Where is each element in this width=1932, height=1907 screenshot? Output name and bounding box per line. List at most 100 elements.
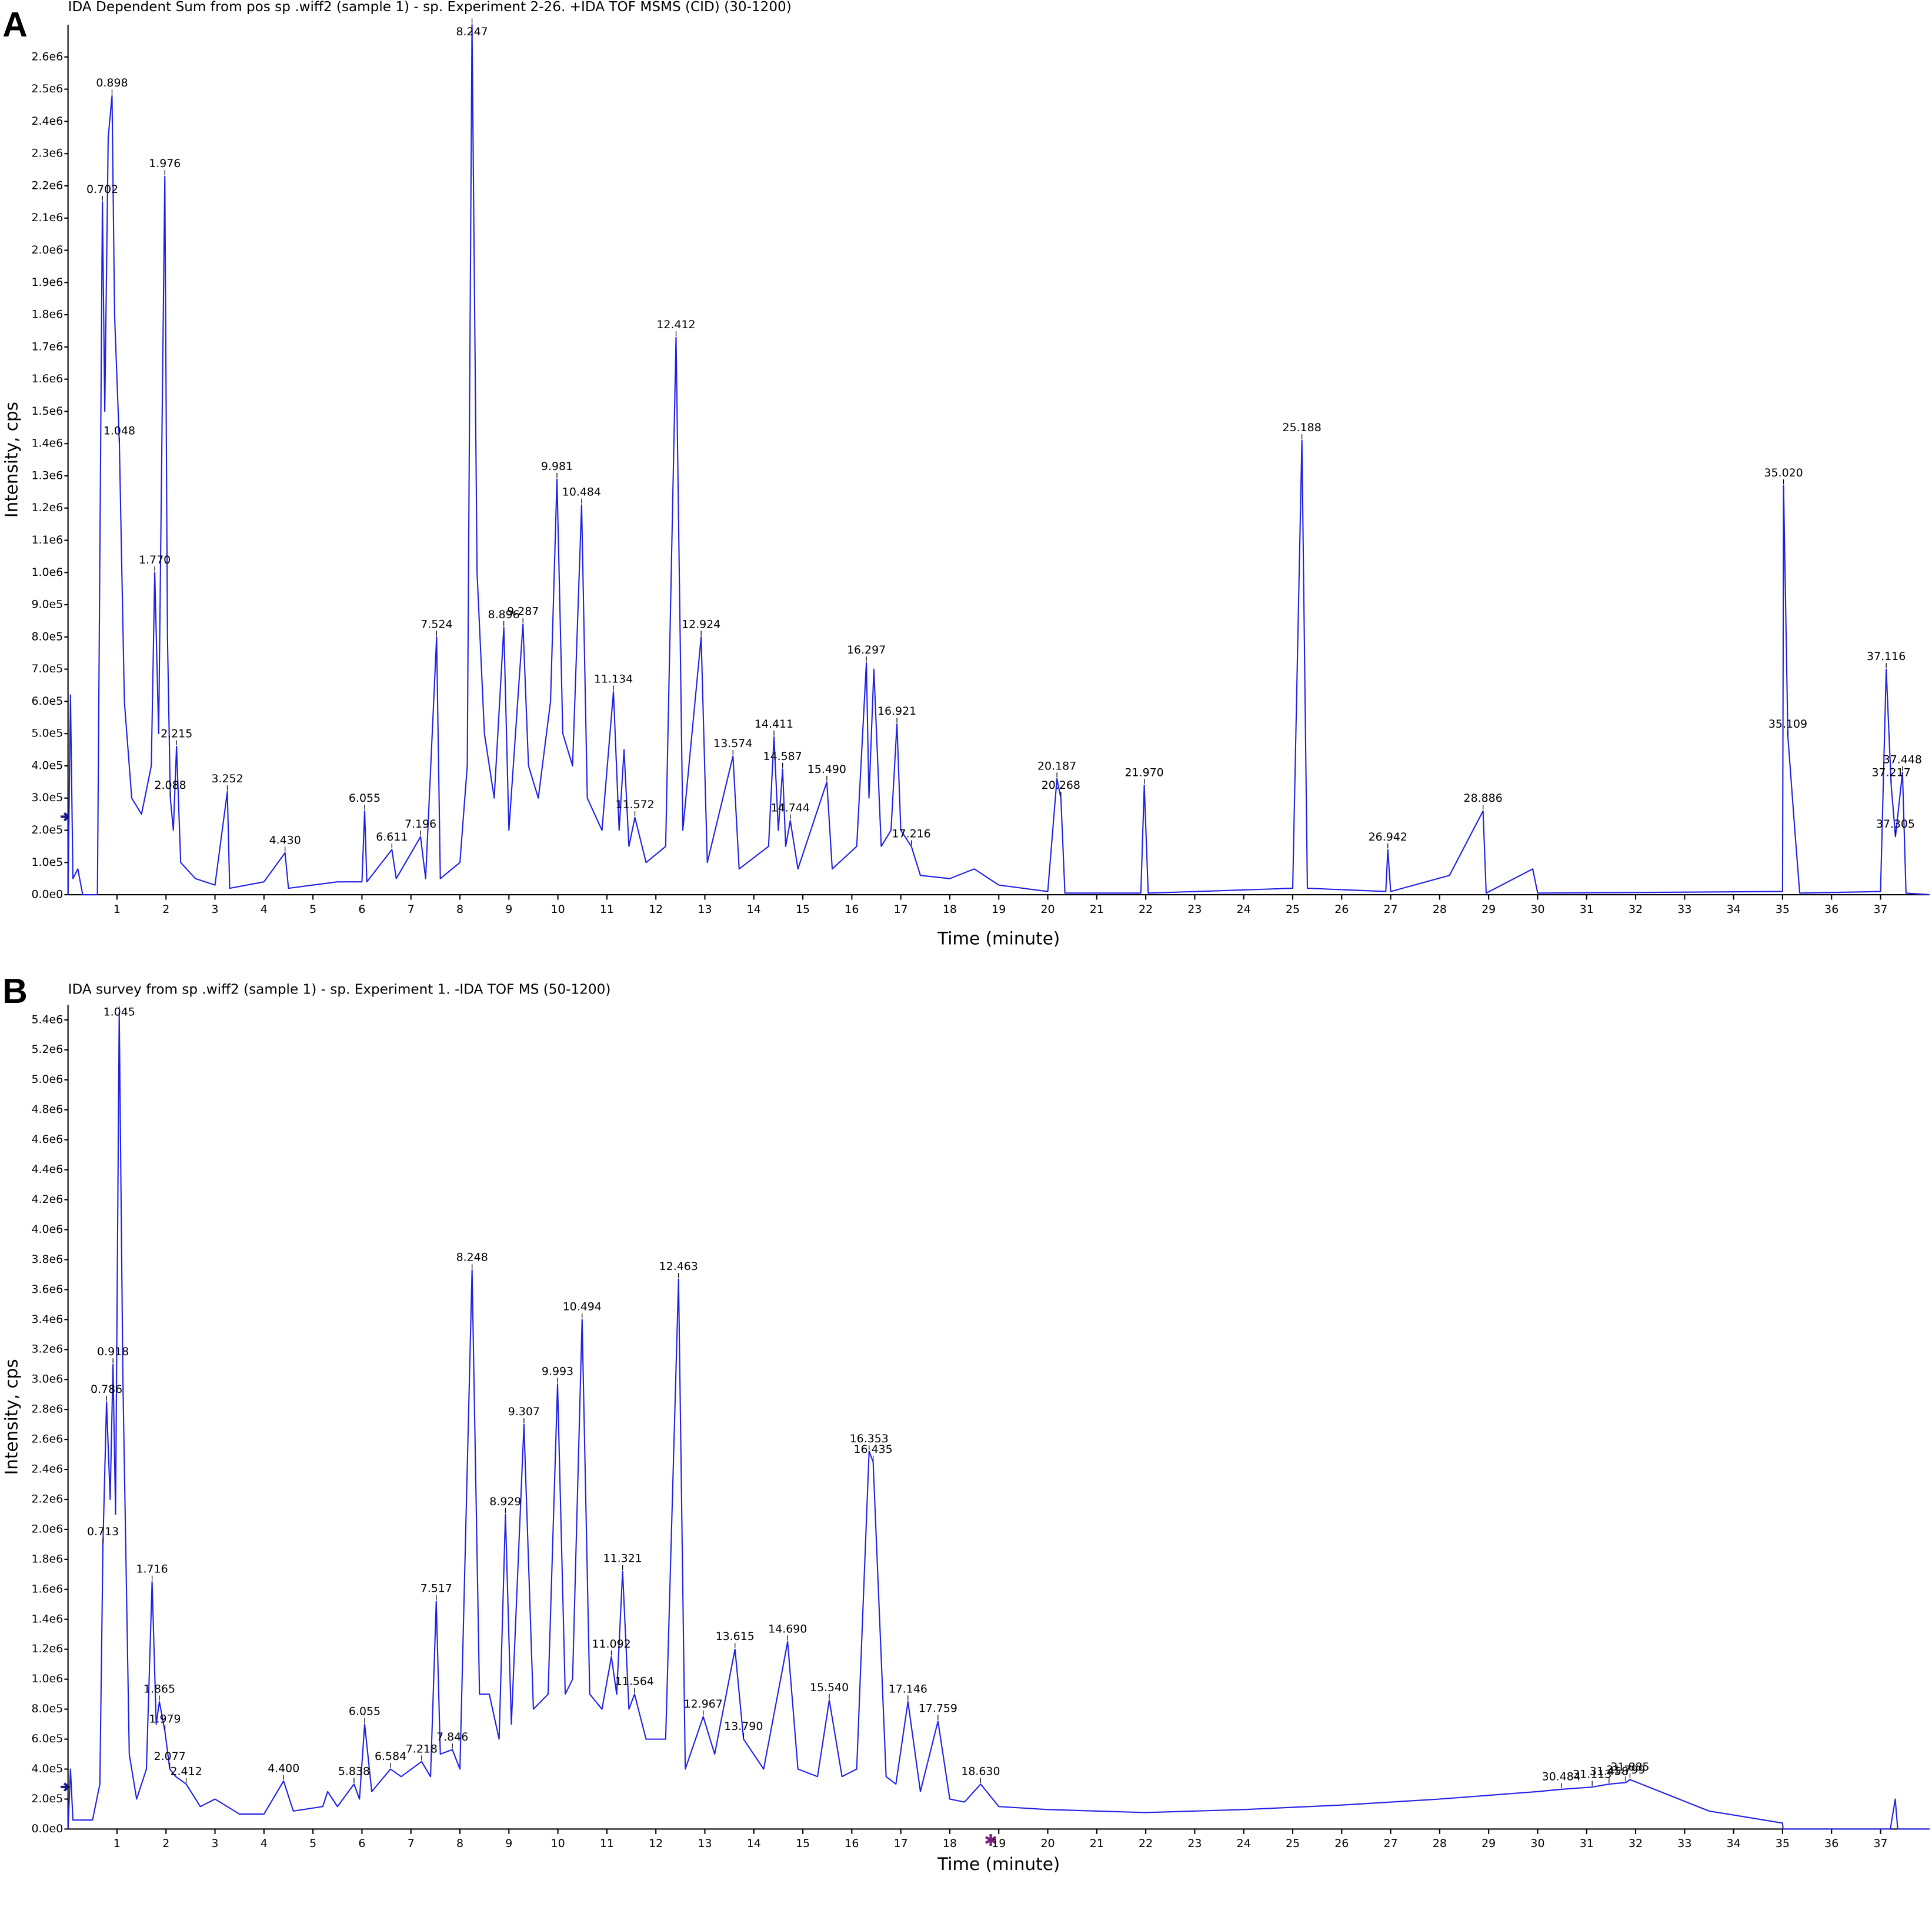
x-tick-label: 30	[1530, 903, 1544, 916]
y-tick-label: 2.8e6	[31, 1403, 63, 1416]
peak-label: 25.188	[1283, 421, 1322, 434]
x-tick-label: 11	[600, 903, 614, 916]
peak-label: 8.929	[489, 1495, 521, 1508]
peak-label: 16.921	[877, 705, 916, 718]
x-tick-label: 28	[1433, 903, 1447, 916]
peak-label: 8.247	[456, 25, 488, 38]
y-tick-label: 4.2e6	[31, 1193, 63, 1206]
peak-label: 2.412	[170, 1765, 202, 1778]
y-tick-label: 2.1e6	[31, 211, 63, 224]
y-tick-label: 1.0e6	[31, 566, 63, 579]
peak-label: 12.967	[684, 1698, 723, 1711]
x-tick-label: 15	[796, 903, 810, 916]
y-tick-label: 5.2e6	[31, 1043, 63, 1056]
peak-label: 17.216	[892, 827, 931, 840]
y-tick-label: 1.8e6	[31, 308, 63, 321]
x-tick-label: 36	[1824, 1837, 1838, 1850]
peak-label: 10.484	[562, 486, 601, 499]
x-tick-label: 22	[1139, 903, 1153, 916]
peak-label: 6.055	[349, 1705, 381, 1718]
peak-label: 14.690	[768, 1622, 807, 1635]
peak-label: 6.611	[376, 831, 408, 844]
x-tick-label: 14	[747, 903, 761, 916]
y-tick-label: 0.0e0	[31, 888, 63, 901]
y-axis-label: Intensity, cps	[2, 402, 22, 518]
x-tick-label: 10	[551, 903, 565, 916]
y-tick-label: 4.8e6	[31, 1103, 63, 1116]
x-tick-label: 9	[505, 1837, 512, 1850]
x-tick-label: 10	[551, 1837, 565, 1850]
x-tick-label: 16	[845, 1837, 859, 1850]
y-tick-label: 8.0e5	[31, 1702, 63, 1715]
peak-label: 37.305	[1876, 818, 1915, 831]
y-tick-label: 2.2e6	[31, 1492, 63, 1505]
peak-label: 12.412	[656, 318, 695, 331]
peak-label: 13.615	[716, 1630, 755, 1643]
trace	[67, 24, 1930, 896]
x-tick-label: 12	[649, 1837, 663, 1850]
y-tick-label: 5.4e6	[31, 1013, 63, 1026]
y-tick-label: 3.6e6	[31, 1283, 63, 1296]
y-tick-label: 5.0e6	[31, 1073, 63, 1086]
peak-label: 21.970	[1125, 766, 1164, 779]
y-tick-label: 2.0e6	[31, 244, 63, 256]
x-tick-label: 33	[1677, 903, 1691, 916]
peak-label: 1.976	[149, 157, 181, 170]
peak-label: 28.886	[1464, 792, 1503, 805]
x-tick-label: 34	[1727, 1837, 1741, 1850]
peak-label: 7.524	[421, 618, 452, 631]
panel-letter: A	[2, 6, 28, 44]
y-tick-label: 1.4e6	[31, 437, 63, 450]
x-tick-label: 22	[1139, 1837, 1153, 1850]
x-tick-label: 3	[212, 903, 219, 916]
y-tick-label: 3.0e5	[31, 791, 63, 804]
peak-label: 16.435	[853, 1443, 892, 1456]
y-tick-label: 2.6e6	[31, 1433, 63, 1446]
y-tick-label: 2.0e5	[31, 824, 63, 836]
peak-label: 30.484	[1542, 1770, 1581, 1783]
peak-label: 17.759	[919, 1702, 957, 1715]
x-tick-label: 37	[1873, 1837, 1887, 1850]
x-tick-label: 36	[1824, 903, 1838, 916]
peak-label: 13.790	[724, 1720, 763, 1733]
peak-label: 1.048	[104, 425, 135, 438]
peak-label: 37.116	[1867, 650, 1906, 663]
peak-label: 1.045	[104, 1005, 135, 1018]
y-tick-label: 2.5e6	[31, 82, 63, 95]
peak-label: 14.744	[771, 802, 810, 815]
x-tick-label: 32	[1629, 903, 1643, 916]
x-tick-label: 13	[698, 1837, 712, 1850]
x-tick-label: 15	[796, 1837, 810, 1850]
y-tick-label: 1.4e6	[31, 1612, 63, 1625]
peak-label: 2.215	[161, 728, 192, 741]
peak-label: 15.490	[807, 763, 846, 776]
peak-label: 35.109	[1769, 718, 1807, 731]
x-tick-label: 31	[1580, 903, 1594, 916]
peak-label: 1.865	[144, 1682, 175, 1695]
y-tick-label: 1.9e6	[31, 276, 63, 289]
marker-asterisk: ✱	[984, 1832, 997, 1850]
x-tick-label: 28	[1433, 1837, 1447, 1850]
x-tick-label: 23	[1187, 1837, 1202, 1850]
x-tick-label: 18	[943, 903, 957, 916]
x-tick-label: 3	[212, 1837, 219, 1850]
x-tick-label: 5	[309, 1837, 316, 1850]
x-tick-label: 18	[943, 1837, 957, 1850]
x-tick-label: 29	[1481, 1837, 1496, 1850]
x-tick-label: 26	[1334, 1837, 1349, 1850]
peak-label: 6.055	[349, 792, 381, 805]
peak-label: 11.572	[615, 798, 654, 811]
x-tick-label: 4	[261, 903, 268, 916]
y-tick-label: 2.4e6	[31, 115, 63, 128]
peak-label: 14.411	[755, 718, 793, 731]
y-tick-label: 2.0e6	[31, 1522, 63, 1535]
peak-label: 12.463	[659, 1260, 698, 1273]
x-axis-label: Time (minute)	[937, 1854, 1060, 1874]
y-tick-label: 1.0e6	[31, 1672, 63, 1685]
y-tick-label: 6.0e5	[31, 1732, 63, 1745]
y-tick-label: 1.1e6	[31, 534, 63, 546]
y-tick-label: 1.7e6	[31, 340, 63, 353]
x-tick-label: 31	[1580, 1837, 1594, 1850]
x-tick-label: 26	[1334, 903, 1349, 916]
